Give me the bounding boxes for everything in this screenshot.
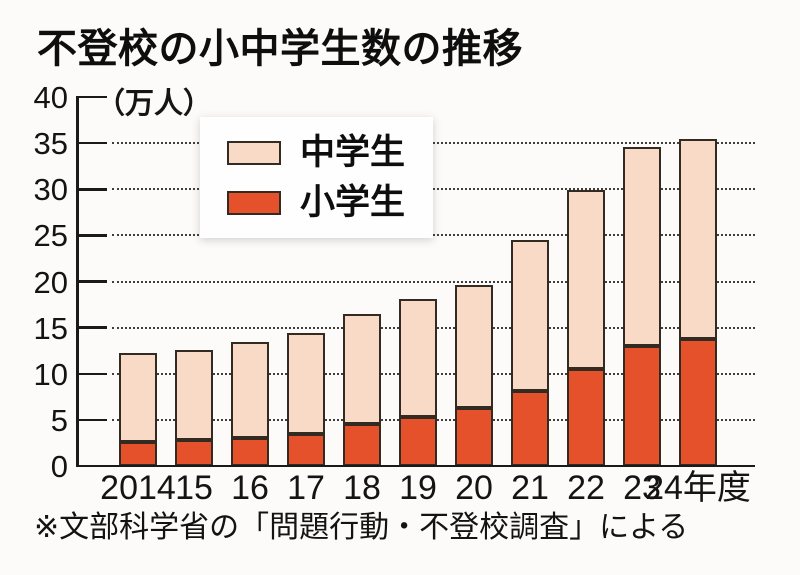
x-axis-tick-label: 23	[623, 469, 661, 507]
elementary-swatch-icon	[227, 190, 281, 215]
y-axis-tick-label: 35	[33, 126, 68, 162]
y-axis-tick-label: 30	[33, 172, 68, 208]
source-note: ※文部科学省の「問題行動・不登校調査」による	[34, 511, 689, 544]
y-axis-tick	[76, 234, 107, 237]
bar-segment-junior-high	[399, 299, 437, 418]
y-axis-tick	[76, 141, 107, 145]
bar-segment-elementary	[623, 346, 661, 466]
chart-legend: 中学生 小学生	[200, 117, 433, 238]
gridline	[112, 280, 755, 283]
x-axis-tick-label: 24年度	[645, 469, 751, 507]
y-axis-tick	[76, 188, 107, 191]
bar-segment-elementary	[399, 417, 437, 466]
y-axis-unit-label: （万人）	[96, 88, 213, 120]
legend-item-elementary: 小学生	[227, 185, 433, 220]
y-axis-tick-label: 10	[33, 356, 68, 392]
bar-segment-elementary	[455, 407, 493, 466]
y-axis-tick	[76, 95, 107, 99]
bar-segment-elementary	[343, 424, 381, 466]
y-axis-tick-label: 25	[33, 218, 68, 254]
x-axis-tick-label: 15	[175, 469, 213, 507]
x-axis-tick-label: 18	[343, 469, 381, 507]
bar-segment-elementary	[119, 442, 157, 466]
y-axis-tick	[76, 418, 107, 422]
legend-label-elementary: 小学生	[300, 183, 406, 222]
bar-segment-junior-high	[567, 190, 605, 370]
x-axis-tick-label: 21	[511, 469, 549, 507]
y-axis-tick	[76, 326, 107, 329]
bar-segment-junior-high	[455, 285, 493, 408]
y-axis-tick-label: 40	[33, 80, 68, 115]
x-axis-tick-label: 16	[231, 469, 269, 507]
bar-segment-elementary	[679, 338, 717, 466]
x-axis-tick-label: 17	[287, 469, 325, 507]
y-axis-tick-label: 15	[33, 310, 68, 346]
bar-segment-junior-high	[175, 349, 213, 441]
bar-segment-junior-high	[119, 352, 157, 442]
junior-high-swatch-icon	[227, 140, 281, 165]
x-axis-line	[76, 464, 755, 467]
y-axis-tick-label: 5	[50, 402, 68, 438]
bar-segment-junior-high	[287, 333, 325, 434]
bar-segment-elementary	[175, 440, 213, 466]
y-axis-tick-label: 20	[33, 264, 68, 300]
gridline	[112, 142, 755, 145]
y-axis-tick-label: 0	[50, 449, 68, 484]
gridline	[112, 234, 755, 237]
bar-segment-junior-high	[623, 146, 661, 347]
x-axis-tick-label: 22	[567, 469, 605, 507]
bar-segment-junior-high	[231, 342, 269, 439]
bar-segment-elementary	[511, 391, 549, 466]
x-axis-tick-label: 20	[455, 469, 493, 507]
x-axis-tick-label: 2014	[100, 469, 176, 507]
x-axis-tick-label: 19	[399, 469, 437, 507]
chart-title: 不登校の小中学生数の推移	[37, 27, 523, 71]
legend-item-junior-high: 中学生	[227, 135, 433, 170]
y-axis-tick	[76, 372, 107, 375]
bar-segment-junior-high	[511, 239, 549, 392]
bar-segment-junior-high	[343, 313, 381, 425]
bar-segment-elementary	[287, 433, 325, 466]
y-axis-tick	[76, 280, 107, 283]
bar-segment-elementary	[567, 369, 605, 466]
legend-label-junior-high: 中学生	[300, 133, 406, 172]
bar-segment-junior-high	[679, 139, 717, 339]
gridline	[112, 188, 755, 191]
bar-segment-elementary	[231, 438, 269, 466]
